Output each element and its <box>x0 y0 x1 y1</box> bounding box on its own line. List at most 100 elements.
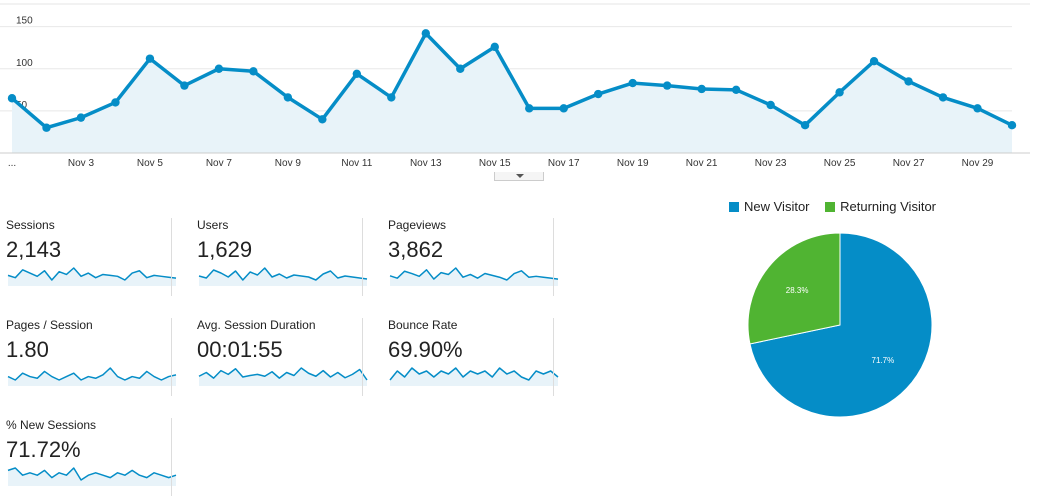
x-tick-label: Nov 21 <box>686 158 718 169</box>
metric-users[interactable]: Users 1,629 <box>191 218 371 296</box>
data-point[interactable] <box>7 94 17 103</box>
metric-label: % New Sessions <box>6 418 97 432</box>
metric-label: Avg. Session Duration <box>197 318 316 332</box>
metric-avg-session-duration[interactable]: Avg. Session Duration 00:01:55 <box>191 318 371 396</box>
data-point[interactable] <box>1007 121 1017 130</box>
data-point[interactable] <box>111 98 120 107</box>
metric-divider <box>171 318 172 396</box>
metric-sparkline <box>389 367 559 386</box>
x-tick-label: Nov 9 <box>275 158 302 169</box>
metric-sparkline <box>7 367 177 386</box>
pie-legend: New Visitor Returning Visitor <box>729 199 948 214</box>
metric-sessions[interactable]: Sessions 2,143 <box>0 218 180 296</box>
data-point[interactable] <box>456 64 465 73</box>
visitor-type-pie-chart: 71.7% 28.3% <box>747 232 933 418</box>
metric-value: 3,862 <box>388 237 444 262</box>
legend-label: Returning Visitor <box>840 199 937 214</box>
pie-slice[interactable] <box>747 232 841 345</box>
data-point[interactable] <box>387 93 396 102</box>
metric-label: Pageviews <box>388 218 447 232</box>
metric-label: Users <box>197 218 229 232</box>
x-tick-label: Nov 29 <box>962 158 994 169</box>
data-point[interactable] <box>594 89 603 99</box>
data-point[interactable] <box>490 42 499 52</box>
data-point[interactable] <box>662 81 672 90</box>
data-point[interactable] <box>525 104 534 113</box>
pie-slice-label: 28.3% <box>786 286 809 295</box>
data-point[interactable] <box>869 56 879 66</box>
metric-pages-per-session[interactable]: Pages / Session 1.80 <box>0 318 180 396</box>
metric-divider <box>362 218 363 296</box>
data-point[interactable] <box>214 64 224 73</box>
metric-bounce-rate[interactable]: Bounce Rate 69.90% <box>382 318 562 396</box>
metric-value: 71.72% <box>6 437 81 462</box>
data-point[interactable] <box>904 77 913 86</box>
series-area <box>12 33 1012 153</box>
metric-value: 1.80 <box>6 337 49 362</box>
sparkline-line <box>198 367 368 381</box>
pie-slice-label: 71.7% <box>872 356 895 365</box>
metric-value: 00:01:55 <box>197 337 283 362</box>
x-tick-label: Nov 13 <box>410 158 442 169</box>
metric-label: Sessions <box>6 218 55 232</box>
legend-item-returning-visitor[interactable]: Returning Visitor <box>825 199 936 214</box>
metric-new-sessions[interactable]: % New Sessions 71.72% <box>0 418 180 496</box>
metric-sparkline <box>7 467 177 486</box>
data-point[interactable] <box>249 67 258 76</box>
sparkline-line <box>7 267 177 281</box>
metric-sparkline <box>389 267 559 286</box>
data-point[interactable] <box>938 93 948 102</box>
metric-sparkline <box>7 267 177 286</box>
y-tick-label: 150 <box>16 16 33 27</box>
x-tick-label: Nov 5 <box>137 158 164 169</box>
data-point[interactable] <box>180 81 189 90</box>
metric-sparkline <box>198 267 368 286</box>
x-tick-label: Nov 19 <box>617 158 649 169</box>
sparkline-line <box>389 367 559 381</box>
legend-swatch <box>825 202 836 212</box>
metric-divider <box>362 318 363 396</box>
data-point[interactable] <box>318 115 327 124</box>
metric-divider <box>171 218 172 296</box>
data-point[interactable] <box>628 78 637 88</box>
data-point[interactable] <box>766 100 775 110</box>
sparkline-area <box>199 268 367 286</box>
metric-divider <box>171 418 172 496</box>
x-tick-label: Nov 7 <box>206 158 233 169</box>
data-point[interactable] <box>145 54 155 63</box>
metric-value: 1,629 <box>197 237 253 262</box>
series-line <box>10 31 1013 130</box>
data-point[interactable] <box>835 88 844 97</box>
data-point[interactable] <box>352 69 362 79</box>
data-point[interactable] <box>697 84 706 94</box>
legend-item-new-visitor[interactable]: New Visitor <box>729 199 810 214</box>
data-point[interactable] <box>421 29 430 38</box>
data-point[interactable] <box>76 113 86 122</box>
data-point[interactable] <box>42 123 51 132</box>
sparkline-line <box>7 367 177 381</box>
data-point[interactable] <box>731 85 741 95</box>
x-tick-label: Nov 27 <box>893 158 925 169</box>
sparkline-line <box>389 267 559 281</box>
metric-value: 2,143 <box>6 237 62 262</box>
chart-collapse-toggle[interactable] <box>494 172 544 181</box>
metric-label: Bounce Rate <box>388 318 458 332</box>
sparkline-area <box>199 368 367 386</box>
x-tick-label: Nov 15 <box>479 158 511 169</box>
metric-pageviews[interactable]: Pageviews 3,862 <box>382 218 562 296</box>
pie-slice[interactable] <box>749 232 933 418</box>
data-point[interactable] <box>973 104 982 113</box>
metric-divider <box>553 218 554 296</box>
sparkline-area <box>390 368 558 386</box>
data-point[interactable] <box>559 104 568 113</box>
x-tick-label: Nov 23 <box>755 158 787 169</box>
metric-divider <box>553 318 554 396</box>
legend-swatch <box>729 202 739 212</box>
sparkline-area <box>8 368 176 386</box>
data-point[interactable] <box>800 121 810 130</box>
data-point[interactable] <box>283 93 293 102</box>
metric-label: Pages / Session <box>6 318 93 332</box>
y-tick-label: 100 <box>16 58 33 69</box>
sparkline-line <box>7 467 177 481</box>
